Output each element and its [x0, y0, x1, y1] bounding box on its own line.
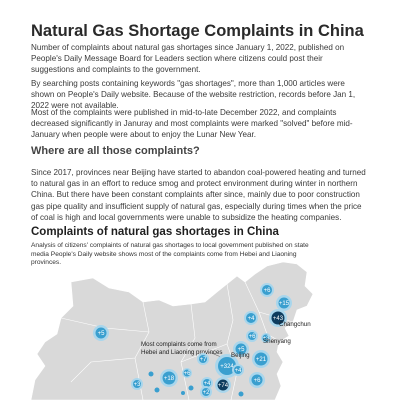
- map-annotation-line-1: Most complaints come from: [141, 341, 217, 348]
- intro-paragraph-1: Number of complaints about natural gas s…: [31, 43, 345, 75]
- svg-text:+7: +7: [200, 357, 208, 363]
- bubble-h: +6: [249, 372, 265, 388]
- svg-text:+4: +4: [235, 368, 243, 374]
- svg-text:+74: +74: [218, 383, 229, 389]
- bubble-l: +6: [260, 283, 274, 297]
- china-landmass: [31, 262, 314, 400]
- bubble-o: +3: [261, 333, 271, 343]
- bubble-g: +2: [200, 386, 212, 398]
- bubble-n: +6: [246, 330, 258, 342]
- svg-text:+43: +43: [273, 316, 284, 322]
- svg-text:+5: +5: [98, 331, 106, 337]
- intro-paragraph-3: Most of the complaints were published in…: [31, 108, 353, 140]
- small-dot: [188, 385, 194, 391]
- bubble-d: +7: [197, 353, 209, 365]
- svg-text:+21: +21: [256, 357, 267, 363]
- small-dot: [181, 391, 185, 395]
- section-paragraph: Since 2017, provinces near Beijing have …: [31, 168, 366, 222]
- svg-text:+15: +15: [279, 301, 290, 307]
- svg-text:+3: +3: [263, 336, 271, 342]
- page-title: Natural Gas Shortage Complaints in China: [31, 22, 364, 40]
- svg-text:+324: +324: [220, 364, 234, 370]
- bubble-k: +4: [244, 311, 258, 325]
- map-annotation-pointer: [208, 351, 222, 358]
- svg-text:+6: +6: [249, 334, 257, 340]
- svg-text:+18: +18: [164, 376, 175, 382]
- bubble-i: +21: [252, 350, 270, 368]
- bubble-e: +4: [201, 377, 213, 389]
- bubble-c: +6: [182, 368, 192, 378]
- bubble-f: +74: [215, 377, 231, 393]
- svg-text:+3: +3: [134, 382, 142, 388]
- svg-text:+6: +6: [264, 288, 272, 294]
- map-annotation-line-2: Hebei and Liaoning provinces: [141, 349, 223, 356]
- svg-text:+5: +5: [238, 347, 246, 353]
- svg-text:+2: +2: [203, 390, 211, 396]
- complaints-map: Most complaints come from Hebei and Liao…: [31, 262, 331, 400]
- map-heading: Complaints of natural gas shortages in C…: [31, 226, 279, 238]
- bubble-m: +15: [276, 295, 292, 311]
- bubble-p: +4: [232, 364, 244, 376]
- small-dot: [148, 371, 154, 377]
- section-heading: Where are all those complaints?: [31, 145, 200, 157]
- bubble-j: +5: [233, 341, 249, 357]
- china-map-svg: Most complaints come from Hebei and Liao…: [31, 262, 314, 400]
- bubble-changchun: +43: [269, 309, 287, 327]
- city-label-beijing: Beijing: [231, 352, 250, 359]
- bubble-liaoning-west: +5: [93, 325, 109, 341]
- map-subtitle: Analysis of citizens' complaints of natu…: [31, 242, 309, 267]
- svg-text:+4: +4: [204, 381, 212, 387]
- city-label-changchun: Changchun: [279, 321, 311, 328]
- bubble-a: +3: [131, 378, 143, 390]
- svg-text:+4: +4: [248, 316, 256, 322]
- bubble-b: +18: [160, 369, 178, 387]
- small-dot: [238, 391, 244, 397]
- intro-paragraph-2: By searching posts containing keywords "…: [31, 79, 356, 111]
- svg-text:+6: +6: [184, 371, 192, 377]
- small-dot: [154, 387, 160, 393]
- svg-text:+6: +6: [254, 378, 262, 384]
- city-label-shenyang: Shenyang: [263, 338, 291, 345]
